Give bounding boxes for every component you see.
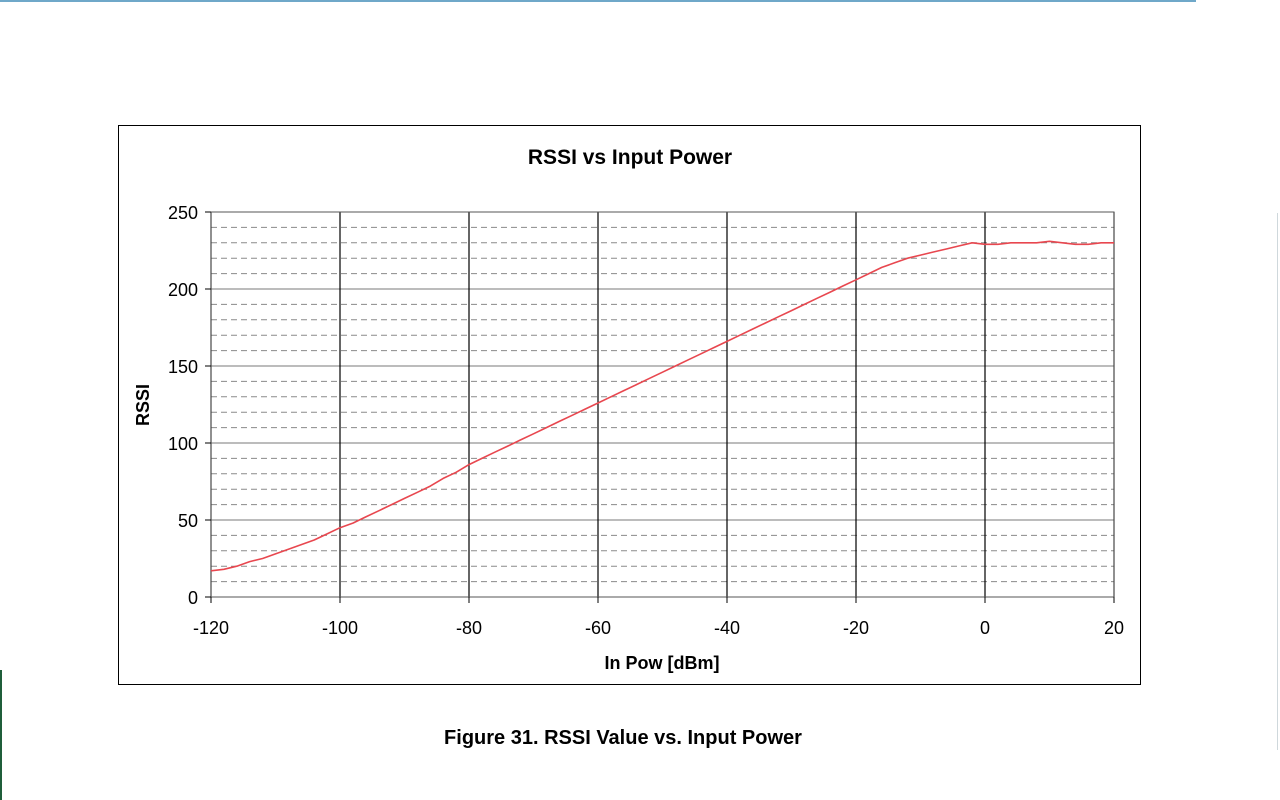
major-gridlines [210, 211, 1115, 598]
y-tick-label: 100 [168, 434, 198, 454]
x-tick-label: -80 [456, 618, 482, 638]
x-tick-label: -40 [714, 618, 740, 638]
page-edge-left [0, 670, 2, 800]
x-tick-label: -100 [322, 618, 358, 638]
axis-ticks [205, 211, 1115, 603]
page-edge-right [1277, 213, 1278, 750]
figure-caption: Figure 31. RSSI Value vs. Input Power [444, 727, 802, 749]
top-rule [0, 0, 1196, 2]
y-axis-label: RSSI [133, 384, 153, 426]
x-tick-label: -120 [193, 618, 229, 638]
x-tick-labels: -120 -100 -80 -60 -40 -20 0 20 [193, 618, 1124, 638]
chart-frame [118, 125, 1141, 685]
x-tick-label: 0 [980, 618, 990, 638]
y-tick-label: 150 [168, 357, 198, 377]
chart-title: RSSI vs Input Power [528, 146, 732, 169]
rssi-series-line [210, 240, 1114, 572]
x-tick-label: 20 [1104, 618, 1124, 638]
y-tick-labels: 0 50 100 150 200 250 [168, 203, 198, 608]
y-tick-label: 0 [188, 588, 198, 608]
x-axis-label: In Pow [dBm] [605, 653, 720, 673]
x-tick-label: -60 [585, 618, 611, 638]
y-tick-label: 50 [178, 511, 198, 531]
x-tick-label: -20 [843, 618, 869, 638]
y-tick-label: 200 [168, 280, 198, 300]
y-tick-label: 250 [168, 203, 198, 223]
plot-area [210, 211, 1115, 598]
minor-gridlines [211, 226, 1114, 583]
